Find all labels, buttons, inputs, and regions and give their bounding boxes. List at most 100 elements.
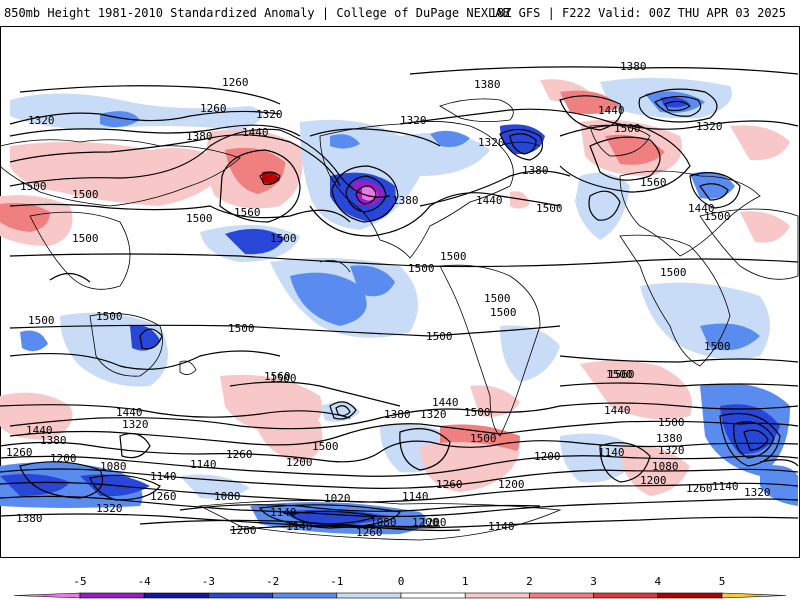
contour-label: 1500 <box>312 440 339 453</box>
colorbar-segment <box>272 592 338 599</box>
contour-label: 1260 <box>222 76 249 89</box>
colorbar-tick-label: 5 <box>719 575 726 588</box>
contour-label: 1500 <box>658 416 685 429</box>
contour-label: 1500 <box>186 212 213 225</box>
contour-label: 1500 <box>96 310 123 323</box>
colorbar-segment <box>400 592 466 599</box>
contour-label: 1320 <box>420 408 447 421</box>
contour-label: 1080 <box>652 460 679 473</box>
contour-label: 1380 <box>40 434 67 447</box>
colorbar-segment <box>208 592 273 599</box>
contour-label: 1140 <box>598 446 625 459</box>
contour-label: 1440 <box>432 396 459 409</box>
contour-label: 1320 <box>256 108 283 121</box>
contour-label: 1200 <box>286 456 313 469</box>
contour-label: 1260 <box>6 446 33 459</box>
contour-label: 1260 <box>356 526 383 539</box>
map-title: 850mb Height 1981-2010 Standardized Anom… <box>4 6 510 20</box>
contour-label: 1200 <box>534 450 561 463</box>
contour-label: 1380 <box>474 78 501 91</box>
contour-label: 1140 <box>712 480 739 493</box>
colorbar-tick-label: 4 <box>654 575 661 588</box>
contour-label: 1500 <box>270 372 297 385</box>
colorbar-segment <box>464 592 530 599</box>
contour-label: 1140 <box>488 520 515 533</box>
contour-label: 1200 <box>420 516 447 529</box>
anomaly-map[interactable]: 1260 1320 1260 1320 1380 1440 1380 1320 … <box>0 26 800 558</box>
contour-label: 1140 <box>402 490 429 503</box>
model-run-info: 18Z GFS | F222 Valid: 00Z THU APR 03 202… <box>489 6 786 20</box>
contour-label: 1500 <box>28 314 55 327</box>
colorbar-tick-label: -2 <box>266 575 279 588</box>
colorbar-segment <box>657 592 723 599</box>
coastlines <box>0 98 799 541</box>
contour-label: 1440 <box>242 126 269 139</box>
colorbar-tick-label: -4 <box>138 575 152 588</box>
contour-label: 1380 <box>656 432 683 445</box>
contour-label: 1080 <box>370 516 397 529</box>
contour-label: 1440 <box>604 404 631 417</box>
contour-label: 1500 <box>464 406 491 419</box>
contour-label: 1500 <box>614 122 641 135</box>
map-canvas: 1260 1320 1260 1320 1380 1440 1380 1320 … <box>0 26 800 558</box>
contour-label: 1200 <box>50 452 77 465</box>
colorbar-tick-label: 3 <box>590 575 597 588</box>
contour-label: 1260 <box>230 524 257 537</box>
contour-label: 1380 <box>522 164 549 177</box>
contour-label: 1560 <box>608 368 635 381</box>
contour-label: 1380 <box>620 60 647 73</box>
contour-label: 1500 <box>660 266 687 279</box>
height-contours <box>0 66 799 532</box>
contour-label: 1500 <box>470 432 497 445</box>
colorbar-segment <box>336 592 402 599</box>
contour-label: 1440 <box>476 194 503 207</box>
header-bar: 850mb Height 1981-2010 Standardized Anom… <box>0 0 800 26</box>
contour-label: 1560 <box>234 206 261 219</box>
colorbar-arrow-right <box>721 592 787 599</box>
contour-label: 1200 <box>498 478 525 491</box>
contour-label: 1500 <box>72 232 99 245</box>
contour-label: 1380 <box>186 130 213 143</box>
contour-label: 1320 <box>400 114 427 127</box>
contour-label: 1440 <box>116 406 143 419</box>
contour-label: 1440 <box>598 104 625 117</box>
colorbar-segment <box>593 592 659 599</box>
contour-label: 1500 <box>72 188 99 201</box>
contour-label: 1260 <box>150 490 177 503</box>
colorbar-tick-label: 0 <box>398 575 405 588</box>
anomaly-colorbar: -5 -4 -3 -2 -1 0 1 2 3 4 5 <box>0 572 800 600</box>
contour-label: 1440 <box>688 202 715 215</box>
contour-label: 1500 <box>704 210 731 223</box>
contour-label: 1500 <box>484 292 511 305</box>
contour-label: 1320 <box>696 120 723 133</box>
contour-label: 1500 <box>606 368 633 381</box>
contour-label: 1140 <box>190 458 217 471</box>
colorbar-tick-labels: -5 -4 -3 -2 -1 0 1 2 3 4 5 <box>73 575 725 588</box>
contour-label: 1140 <box>270 506 297 519</box>
contour-label: 1320 <box>744 486 771 499</box>
contour-label: 1500 <box>270 232 297 245</box>
contour-label: 1500 <box>20 180 47 193</box>
contour-label: 1440 <box>26 424 53 437</box>
colorbar-tick-label: 1 <box>462 575 469 588</box>
contour-label: 1500 <box>536 202 563 215</box>
contour-label: 1320 <box>478 136 505 149</box>
contour-label: 1260 <box>226 448 253 461</box>
colorbar-segment <box>529 592 594 599</box>
contour-label: 1500 <box>490 306 517 319</box>
contour-label: 1200 <box>412 516 439 529</box>
contour-label: 1140 <box>286 520 313 533</box>
contour-label: 1320 <box>658 444 685 457</box>
contour-label: 1500 <box>440 250 467 263</box>
contour-label: 1260 <box>686 482 713 495</box>
contour-label: 1500 <box>426 330 453 343</box>
contour-label: 1320 <box>96 502 123 515</box>
contour-label: 1200 <box>640 474 667 487</box>
contour-label: 1500 <box>704 340 731 353</box>
contour-label: 1560 <box>264 370 291 383</box>
contour-label: 1320 <box>122 418 149 431</box>
contour-label: 1560 <box>640 176 667 189</box>
contour-label-layer: 1260 1320 1260 1320 1380 1440 1380 1320 … <box>6 60 771 539</box>
colorbar-tick-label: -1 <box>330 575 343 588</box>
contour-label: 1080 <box>100 460 127 473</box>
